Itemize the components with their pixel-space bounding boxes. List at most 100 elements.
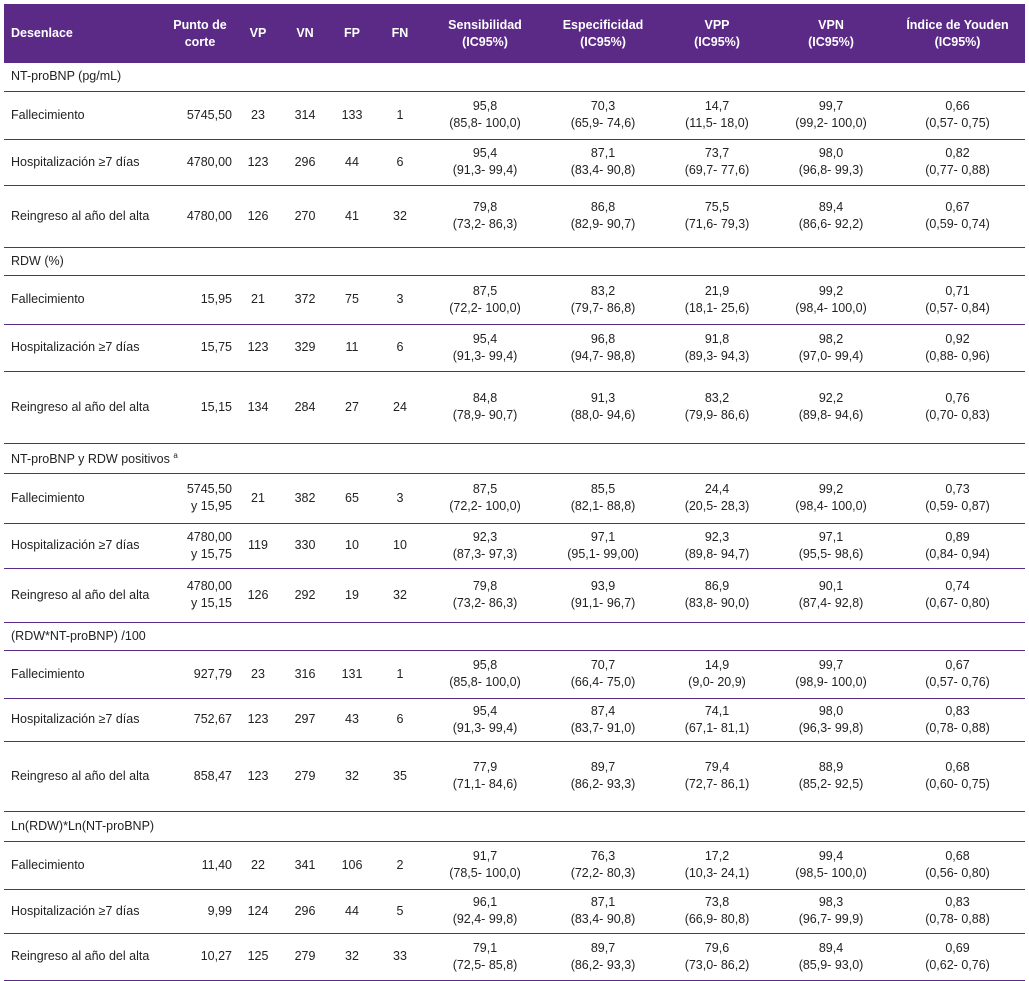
youden-ci: (0,84- 0,94) [925,546,990,561]
sensibilidad-cell: 87,5 (72,2- 100,0) [426,275,544,325]
especificidad-ci: (83,4- 90,8) [570,912,636,926]
fp-cell: 11 [330,324,374,372]
sensibilidad-cell: 92,3 (87,3- 97,3) [426,523,544,569]
cutoff-value: 15,95 [200,292,232,306]
table-row: Reingreso al año del alta 10,27 125 279 32 33… [4,933,1025,981]
vpn-value: 88,9 [818,760,844,774]
header-youden: Índice de Youden (IC95%) [890,4,1025,63]
vp-cell: 134 [236,371,280,444]
cutoff-value-2: y 15,75 [190,546,232,561]
vn-cell: 314 [280,91,330,140]
fp-cell: 32 [330,741,374,812]
cutoff-value: 858,47 [193,768,232,783]
vpn-value: 99,4 [818,849,844,863]
header-especificidad-line2: (IC95%) [580,34,626,49]
header-desenlace: Desenlace [11,26,73,40]
vpn-ci: (98,9- 100,0) [795,675,867,689]
youden-cell: 0,92 (0,88- 0,96) [890,324,1025,372]
vpp-cell: 73,7 (69,7- 77,6) [662,139,772,186]
table-row: Hospitalización ≥7 días 4780,00 y 15,75 119… [4,523,1025,569]
header-fp: FP [344,26,360,40]
youden-ci: (0,78- 0,88) [925,912,990,926]
vp-cell: 123 [236,698,280,742]
vpn-cell: 98,0 (96,8- 99,3) [772,139,890,186]
outcome-cell: Hospitalización ≥7 días [4,698,164,742]
sensibilidad-ci: (91,3- 99,4) [452,720,518,735]
youden-value: 0,69 [945,940,970,955]
sensibilidad-ci: (85,8- 100,0) [449,116,521,130]
vp-cell: 126 [236,568,280,623]
sensibilidad-cell: 95,4 (91,3- 99,4) [426,139,544,186]
header-vpp-line1: VPP [704,17,730,32]
youden-cell: 0,67 (0,57- 0,76) [890,650,1025,699]
vpp-ci: (66,9- 80,8) [684,912,750,926]
sensibilidad-value: 92,3 [472,529,498,544]
vpn-value: 97,1 [818,529,844,544]
vn-cell: 382 [280,473,330,524]
especificidad-cell: 86,8 (82,9- 90,7) [544,185,662,248]
outcome-cell: Reingreso al año del alta [4,933,164,981]
vpn-value: 98,0 [818,146,844,160]
especificidad-value: 89,7 [590,760,616,774]
youden-cell: 0,83 (0,78- 0,88) [890,889,1025,934]
vpn-value: 98,0 [818,703,844,718]
vpp-value: 14,7 [704,99,730,113]
especificidad-cell: 83,2 (79,7- 86,8) [544,275,662,325]
vpn-value: 99,2 [818,283,844,298]
sensibilidad-value: 87,5 [472,283,498,298]
sensibilidad-cell: 95,4 (91,3- 99,4) [426,698,544,742]
vp-cell: 23 [236,650,280,699]
especificidad-value: 70,3 [590,99,616,113]
vpp-ci: (10,3- 24,1) [684,866,750,880]
vp-cell: 123 [236,324,280,372]
vpp-ci: (69,7- 77,6) [684,163,750,177]
especificidad-ci: (91,1- 96,7) [570,596,636,610]
vpn-ci: (85,2- 92,5) [798,777,864,791]
header-vp: VP [249,26,267,40]
header-youden-line1: Índice de Youden [906,17,1009,32]
youden-cell: 0,82 (0,77- 0,88) [890,139,1025,186]
vpp-cell: 14,7 (11,5- 18,0) [662,91,772,140]
vpp-cell: 21,9 (18,1- 25,6) [662,275,772,325]
vpn-ci: (95,5- 98,6) [798,546,864,561]
sensibilidad-value: 95,4 [472,331,498,346]
table-row: Hospitalización ≥7 días 15,75 123 329 11 6 95,… [4,324,1025,372]
fn-cell: 6 [374,698,426,742]
youden-ci: (0,62- 0,76) [925,957,990,972]
cutoff-value: 4780,00 [186,208,232,223]
fn-cell: 1 [374,650,426,699]
cutoff-cell: 5745,50 y 15,95 [164,473,236,524]
outcome-cell: Fallecimiento [4,275,164,325]
section-row: NT-proBNP y RDW positivos a [4,443,1025,474]
vp-cell: 126 [236,185,280,248]
especificidad-value: 87,1 [590,895,616,909]
especificidad-value: 89,7 [590,940,616,955]
fp-cell: 131 [330,650,374,699]
especificidad-value: 76,3 [590,849,616,863]
especificidad-ci: (82,1- 88,8) [570,499,636,513]
fn-cell: 24 [374,371,426,444]
vpp-value: 24,4 [704,482,730,496]
fn-cell: 6 [374,324,426,372]
sensibilidad-value: 96,1 [472,895,498,909]
outcome-cell: Hospitalización ≥7 días [4,889,164,934]
sensibilidad-value: 79,1 [472,940,498,955]
header-vpn-line2: (IC95%) [808,34,854,49]
cutoff-value: 11,40 [201,857,232,872]
section-title-cell: NT-proBNP y RDW positivos a [4,443,1025,474]
vn-cell: 270 [280,185,330,248]
vpn-ci: (98,4- 100,0) [795,300,867,315]
header-youden-line2: (IC95%) [934,34,981,49]
cutoff-value: 927,79 [193,666,232,681]
outcome-cell: Hospitalización ≥7 días [4,523,164,569]
sensibilidad-ci: (73,2- 86,3) [452,596,518,610]
cutoff-value: 15,75 [200,340,232,354]
vpn-cell: 97,1 (95,5- 98,6) [772,523,890,569]
especificidad-cell: 85,5 (82,1- 88,8) [544,473,662,524]
header-vpp: VPP (IC95%) [662,4,772,63]
header-punto-corte-line1: Punto de [173,17,227,32]
vn-cell: 341 [280,841,330,890]
vn-cell: 372 [280,275,330,325]
section-row: RDW (%) [4,247,1025,276]
vpp-ci: (67,1- 81,1) [684,720,750,735]
